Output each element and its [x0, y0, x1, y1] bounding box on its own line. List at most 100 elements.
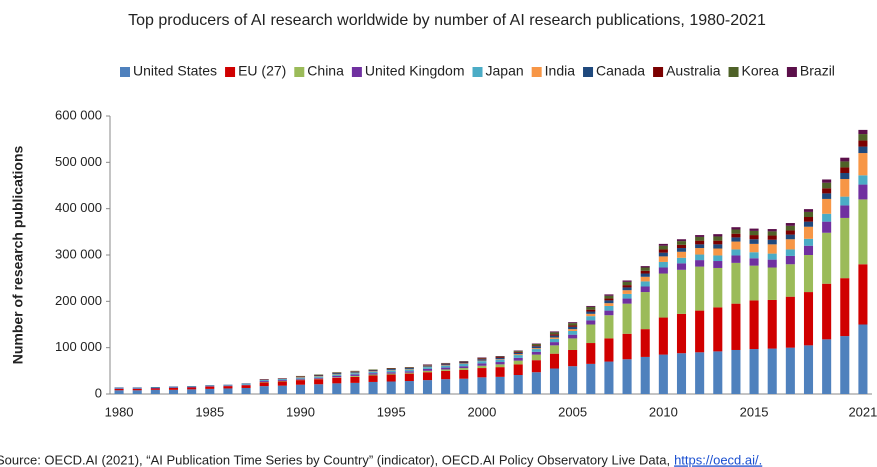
bar-segment: [441, 379, 451, 394]
bar-segment: [604, 305, 614, 311]
bar-segment: [749, 230, 759, 236]
bar-segment: [695, 260, 705, 267]
bar-segment: [858, 184, 868, 200]
bar-segment: [713, 244, 723, 249]
x-tick-label: 1980: [105, 404, 134, 419]
x-tick-label: 2005: [558, 404, 587, 419]
bar-segment: [840, 196, 850, 206]
bar-segment: [604, 310, 614, 316]
bar-segment: [622, 290, 632, 294]
bar-segment: [840, 161, 850, 168]
bar-segment: [803, 217, 814, 222]
bar-segment: [858, 199, 868, 265]
bar-segment: [549, 368, 560, 394]
bar-segment: [477, 363, 487, 366]
bar-segment: [332, 373, 342, 375]
bar-segment: [495, 359, 505, 363]
bar-segment: [150, 389, 160, 394]
bar-segment: [767, 253, 777, 260]
source-link[interactable]: https://oecd.ai/.: [674, 452, 762, 467]
bar-segment: [604, 294, 614, 296]
x-tick-label: 1985: [195, 404, 224, 419]
bar-segment: [404, 371, 414, 373]
bar-segment: [568, 349, 578, 367]
bar-segment: [785, 223, 795, 226]
bar-segment: [513, 375, 523, 394]
bar-segment: [495, 357, 505, 360]
bar-segment: [513, 352, 523, 355]
legend-label: United Kingdom: [365, 63, 465, 79]
bar-segment: [332, 375, 342, 378]
bar-segment: [549, 353, 560, 369]
bar-segment: [785, 255, 795, 265]
bar-segment: [658, 252, 668, 257]
y-tick-label: 600 000: [55, 107, 102, 122]
bar-segment: [495, 356, 505, 358]
bar-segment: [477, 377, 487, 394]
bar-segment: [586, 363, 596, 394]
bar-segment: [822, 221, 832, 233]
bar-segment: [604, 298, 614, 301]
bar-segment: [822, 182, 832, 189]
bar-segment: [803, 238, 814, 246]
bar-segment: [350, 375, 360, 377]
bar-segment: [840, 157, 850, 162]
bar-segment: [368, 374, 378, 376]
legend-swatch: [728, 67, 739, 77]
bar-segment: [350, 376, 360, 383]
bar-segment: [731, 262, 741, 304]
bar-segment: [531, 345, 541, 347]
bar-segment: [676, 353, 687, 394]
bar-segment: [259, 382, 269, 387]
bar-segment: [749, 252, 759, 259]
bar-segment: [531, 349, 541, 352]
bar-segment: [223, 386, 233, 389]
bar-segment: [767, 267, 777, 300]
bar-segment: [822, 193, 832, 199]
bar-segment: [822, 188, 832, 194]
bar-segment: [713, 248, 723, 256]
bar-segment: [404, 373, 414, 382]
bar-segment: [314, 376, 324, 378]
bar-segment: [586, 324, 596, 344]
bar-segment: [549, 342, 560, 346]
bar-segment: [422, 367, 433, 369]
bar-segment: [477, 368, 487, 378]
bar-segment: [241, 385, 251, 388]
bar-segment: [622, 359, 632, 394]
bar-segment: [803, 345, 814, 394]
bar-segment: [386, 370, 396, 373]
legend-label: Korea: [742, 63, 780, 79]
bar-segment: [785, 225, 795, 231]
bar-segment: [822, 339, 832, 394]
bar-segment: [767, 235, 777, 240]
bar-segment: [332, 377, 342, 384]
y-tick-label: 500 000: [55, 154, 102, 169]
bar-segment: [731, 233, 741, 238]
bar-segment: [295, 380, 306, 385]
bar-segment: [513, 351, 523, 353]
bar-segment: [749, 300, 759, 350]
bar-segment: [840, 172, 850, 180]
bar-segment: [241, 387, 251, 394]
bar-segment: [495, 367, 505, 377]
bar-segment: [441, 365, 451, 368]
bar-segment: [241, 383, 251, 385]
bar-segment: [350, 371, 360, 373]
bar-segment: [168, 387, 179, 390]
bar-segment: [858, 140, 868, 147]
bar-segment: [422, 372, 433, 381]
bar-segment: [695, 240, 705, 245]
bar-segment: [350, 382, 360, 394]
bar-segment: [549, 332, 560, 335]
bar-segment: [586, 313, 596, 317]
bar-segment: [676, 313, 687, 354]
chart-title: Top producers of AI research worldwide b…: [128, 12, 766, 29]
bar-segment: [459, 369, 469, 379]
bar-segment: [386, 372, 396, 374]
bar-segment: [295, 378, 306, 380]
bar-segment: [640, 286, 650, 293]
bar-segment: [187, 389, 197, 394]
bar-segment: [695, 235, 705, 237]
